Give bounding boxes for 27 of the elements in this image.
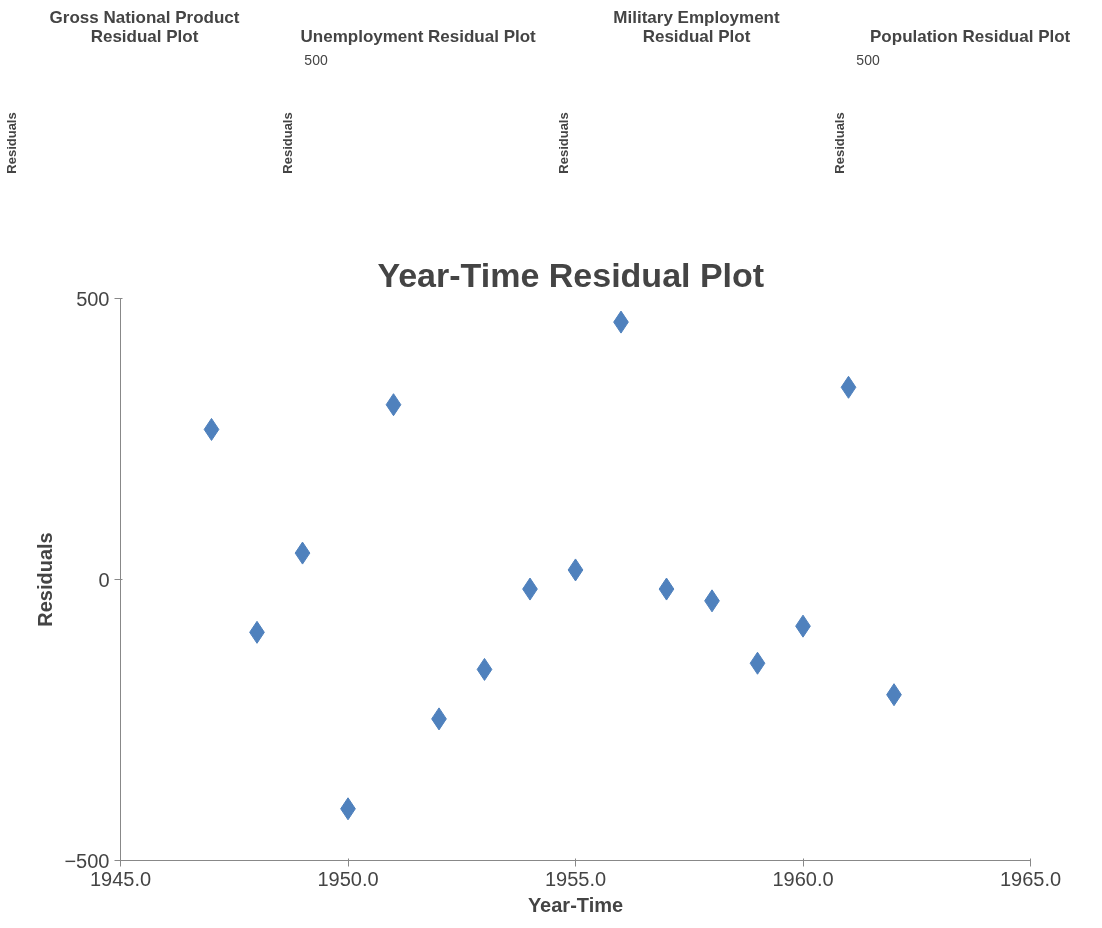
x-tick-label: 1965.0 bbox=[999, 867, 1062, 890]
point bbox=[658, 577, 675, 601]
text: Residuals bbox=[555, 112, 571, 174]
text: 500 bbox=[856, 52, 880, 69]
text: Residuals bbox=[831, 112, 847, 174]
point bbox=[476, 657, 493, 681]
text: Residuals bbox=[279, 112, 295, 174]
text: Gross National Product Residual Plot bbox=[49, 7, 240, 46]
text: Unemployment Residual Plot bbox=[300, 26, 537, 46]
text: Military Employment Residual Plot bbox=[613, 7, 780, 46]
point bbox=[203, 417, 220, 441]
x-tick-label: 1960.0 bbox=[772, 867, 834, 890]
point bbox=[749, 651, 766, 675]
point bbox=[385, 393, 402, 417]
y-axis-title: Residuals bbox=[34, 532, 57, 627]
x-axis-title: Year-Time bbox=[527, 893, 624, 916]
text: 500 bbox=[304, 52, 328, 69]
y-tick-label: 0 bbox=[98, 568, 110, 591]
text: Population Residual Plot bbox=[870, 26, 1071, 46]
x-tick-label: 1955.0 bbox=[544, 867, 607, 890]
text: Residuals bbox=[3, 112, 19, 174]
point bbox=[840, 375, 857, 399]
point bbox=[567, 558, 584, 582]
chart-title: Year-Time Residual Plot bbox=[377, 255, 765, 294]
point bbox=[294, 541, 311, 565]
y-tick-label: 500 bbox=[76, 287, 110, 310]
x-tick-label: 1950.0 bbox=[317, 867, 379, 890]
